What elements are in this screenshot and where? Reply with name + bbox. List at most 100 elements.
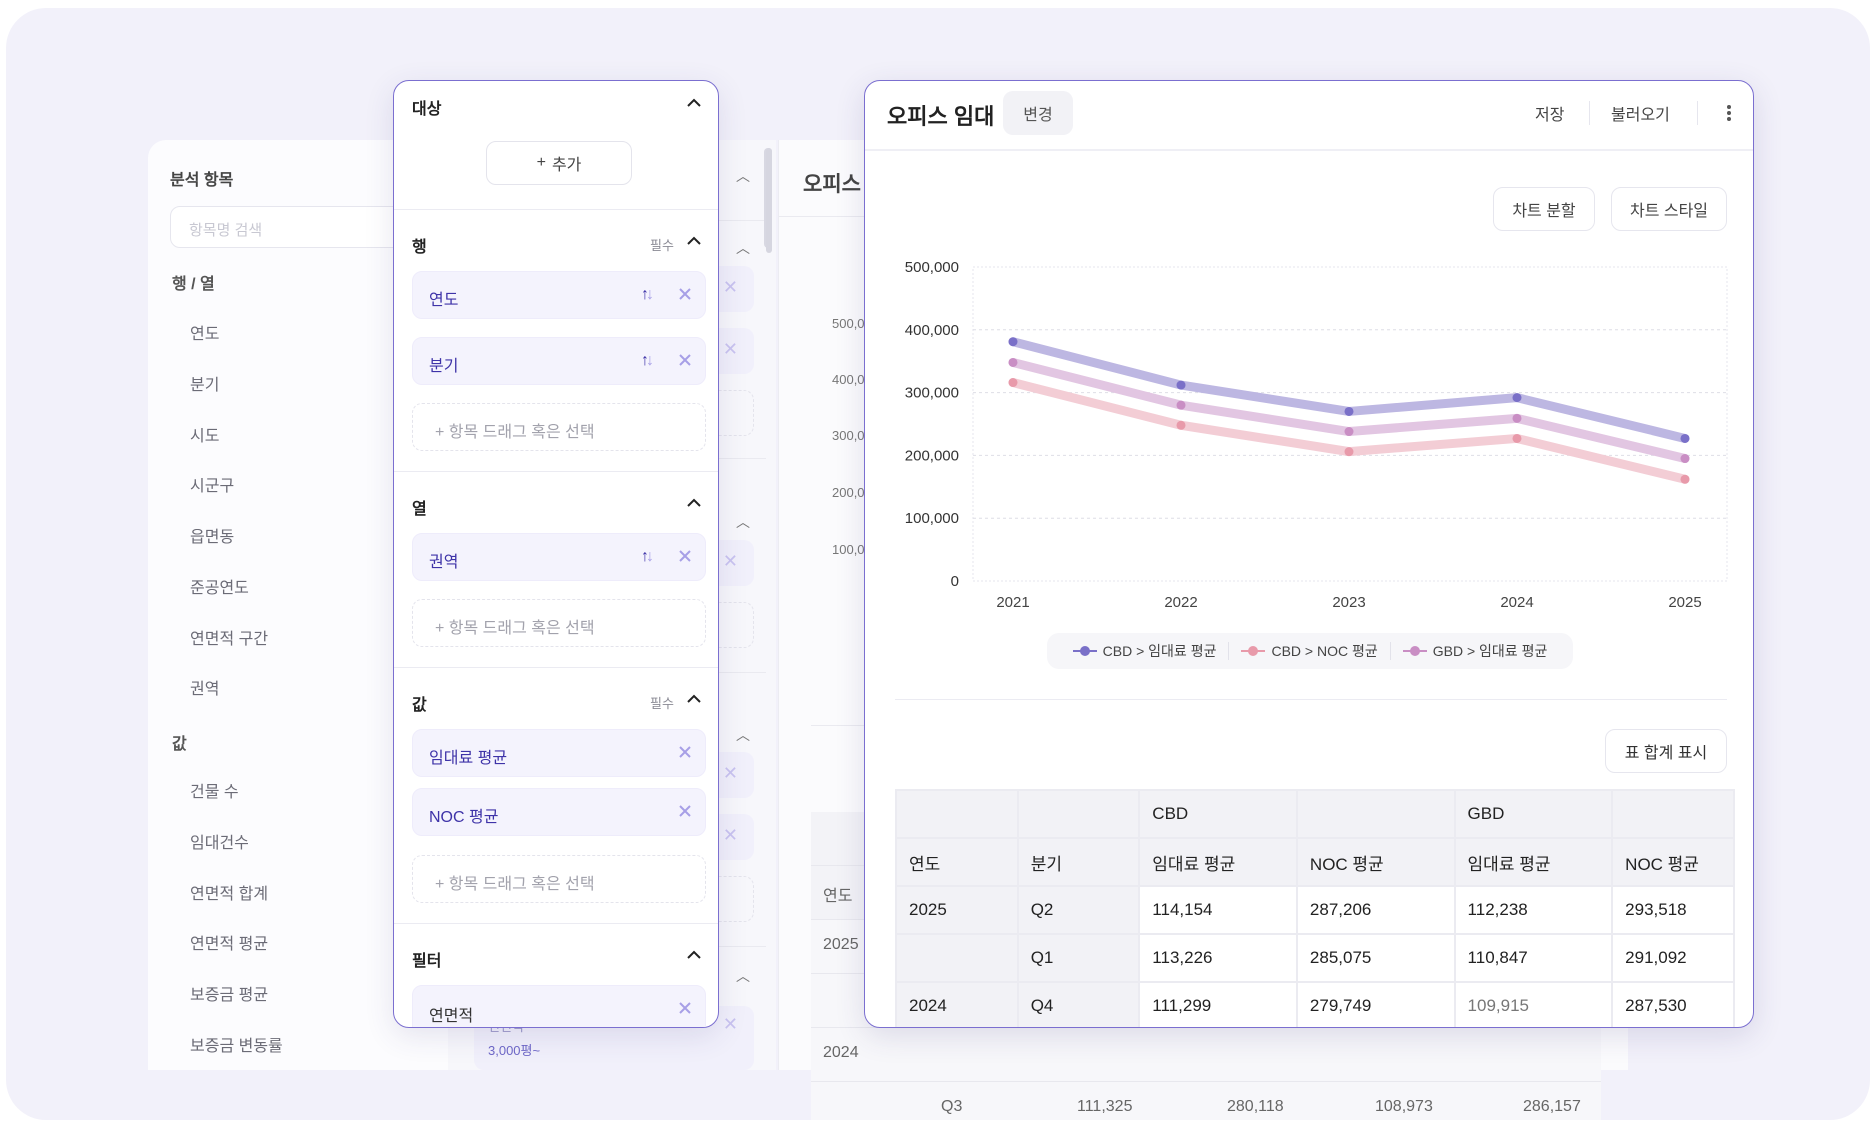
- close-icon[interactable]: [675, 801, 695, 821]
- divider: [394, 471, 718, 472]
- header-cell: [1611, 789, 1735, 839]
- sidebar-item[interactable]: 준공연도: [190, 580, 249, 597]
- filter-chip[interactable]: 연면적: [412, 985, 706, 1027]
- sidebar-item[interactable]: 읍면동: [190, 529, 235, 546]
- chevron-up-icon[interactable]: ︿: [736, 514, 750, 530]
- y-tick-label: 0: [951, 573, 959, 590]
- chevron-up-icon[interactable]: ︿: [736, 168, 750, 184]
- change-button[interactable]: 변경: [1003, 91, 1073, 135]
- y-tick-label: 200,000: [905, 447, 959, 464]
- sidebar-item[interactable]: 시군구: [190, 478, 235, 495]
- load-button[interactable]: 불러오기: [1611, 107, 1670, 124]
- chart-style-button[interactable]: 차트 스타일: [1611, 187, 1727, 231]
- close-icon[interactable]: ✕: [722, 1014, 738, 1034]
- data-point: [1512, 413, 1522, 423]
- section-title-filter: 필터: [412, 953, 442, 970]
- sidebar-item[interactable]: 연면적 합계: [190, 886, 269, 903]
- columns-drop-zone[interactable]: + 항목 드래그 혹은 선택: [412, 599, 706, 647]
- drop-placeholder: + 항목 드래그 혹은 선택: [435, 876, 595, 893]
- value-chip[interactable]: NOC 평균: [412, 788, 706, 836]
- cell-value: 285,075: [1295, 933, 1456, 983]
- sidebar-item[interactable]: 건물 수: [190, 784, 239, 801]
- sidebar-item[interactable]: 연면적 평균: [190, 936, 269, 953]
- chevron-up-icon[interactable]: ︿: [736, 727, 750, 743]
- add-target-button[interactable]: + 추가: [486, 141, 632, 185]
- header-cell: NOC 평균: [1611, 837, 1735, 887]
- sort-icon[interactable]: ↑↓: [641, 548, 654, 565]
- sidebar-item[interactable]: 연면적 구간: [190, 631, 269, 648]
- cell-value: 108,973: [1375, 1098, 1433, 1115]
- legend-label: CBD > NOC 평균: [1271, 643, 1378, 659]
- values-drop-zone[interactable]: + 항목 드래그 혹은 선택: [412, 855, 706, 903]
- y-tick-label: 300,000: [905, 385, 959, 402]
- chevron-up-icon[interactable]: [686, 691, 702, 707]
- header-cell-gbd: GBD: [1453, 789, 1614, 839]
- close-icon[interactable]: [675, 742, 695, 762]
- table-column-header-row: 연도 분기 임대료 평균 NOC 평균 임대료 평균 NOC 평균: [895, 837, 1735, 887]
- x-tick-label: 2024: [1500, 594, 1533, 611]
- legend-item-gbd-rent[interactable]: GBD > 임대료 평균: [1391, 641, 1560, 661]
- close-icon[interactable]: [675, 998, 695, 1018]
- close-icon[interactable]: [675, 284, 695, 304]
- chevron-up-icon[interactable]: [686, 95, 702, 111]
- close-icon[interactable]: [675, 546, 695, 566]
- cell-year: 2025: [895, 885, 1019, 935]
- chevron-up-icon[interactable]: [686, 495, 702, 511]
- sidebar-item[interactable]: 보증금 평균: [190, 987, 269, 1004]
- chevron-up-icon[interactable]: [686, 947, 702, 963]
- sidebar-item[interactable]: 시도: [190, 428, 220, 445]
- chevron-up-icon[interactable]: ︿: [736, 968, 750, 984]
- chart-split-button[interactable]: 차트 분할: [1493, 187, 1595, 231]
- chevron-up-icon[interactable]: ︿: [736, 240, 750, 256]
- sidebar-item[interactable]: 권역: [190, 681, 220, 698]
- close-icon[interactable]: ✕: [722, 551, 738, 571]
- search-placeholder: 항목명 검색: [189, 222, 263, 239]
- plot-area: [972, 266, 1728, 582]
- cell-quarter: Q2: [1016, 885, 1141, 935]
- cell-value: 287,206: [1295, 885, 1456, 935]
- chart-panel-title: 오피스 임대: [887, 104, 995, 129]
- sidebar-title: 분석 항목: [170, 172, 234, 189]
- table-group-header-row: CBD GBD: [895, 789, 1735, 839]
- data-point: [1008, 378, 1018, 388]
- rows-drop-zone[interactable]: + 항목 드래그 혹은 선택: [412, 403, 706, 451]
- config-scrollbar[interactable]: [766, 148, 772, 253]
- header-cell: NOC 평균: [1295, 837, 1456, 887]
- sidebar-item[interactable]: 연도: [190, 326, 220, 343]
- close-icon[interactable]: ✕: [722, 277, 738, 297]
- cell-value: 111,299: [1138, 981, 1298, 1027]
- close-icon[interactable]: ✕: [722, 339, 738, 359]
- close-icon[interactable]: ✕: [722, 825, 738, 845]
- more-options-icon[interactable]: [1723, 101, 1735, 125]
- table-row: Q3 111,325 280,118 108,973 286,157: [811, 1082, 1601, 1120]
- header-cell: 연도: [823, 888, 853, 905]
- sidebar-item[interactable]: 임대건수: [190, 835, 249, 852]
- value-chip[interactable]: 임대료 평균: [412, 729, 706, 777]
- save-button[interactable]: 저장: [1535, 107, 1565, 124]
- y-tick-label: 400,000: [905, 322, 959, 339]
- close-icon[interactable]: [675, 350, 695, 370]
- sidebar-item[interactable]: 분기: [190, 377, 220, 394]
- sort-icon[interactable]: ↑↓: [641, 286, 654, 303]
- header-cell: [895, 789, 1019, 839]
- x-tick-label: 2025: [1668, 594, 1701, 611]
- legend-item-cbd-noc[interactable]: CBD > NOC 평균: [1229, 641, 1389, 661]
- sidebar-item[interactable]: 보증금 변동률: [190, 1038, 283, 1055]
- table-row: 2024: [811, 1028, 1601, 1082]
- chevron-up-icon[interactable]: [686, 233, 702, 249]
- row-chip[interactable]: 연도 ↑↓: [412, 271, 706, 319]
- data-point: [1512, 393, 1522, 403]
- filter-chip-value[interactable]: 3,000평~: [488, 1043, 541, 1058]
- add-label: 추가: [551, 157, 582, 174]
- divider: [865, 149, 1753, 151]
- cell-year: [895, 933, 1019, 983]
- legend-item-cbd-rent[interactable]: CBD > 임대료 평균: [1061, 641, 1229, 661]
- sort-icon[interactable]: ↑↓: [641, 352, 654, 369]
- y-tick-label: 500,000: [905, 259, 959, 276]
- show-table-total-button[interactable]: 표 합계 표시: [1605, 729, 1727, 773]
- cell-value: 111,325: [1077, 1098, 1133, 1115]
- row-chip[interactable]: 분기 ↑↓: [412, 337, 706, 385]
- column-chip[interactable]: 권역 ↑↓: [412, 533, 706, 581]
- line-chart: 500,000 400,000 300,000 200,000 100,000 0 2021…: [905, 259, 1728, 611]
- close-icon[interactable]: ✕: [722, 763, 738, 783]
